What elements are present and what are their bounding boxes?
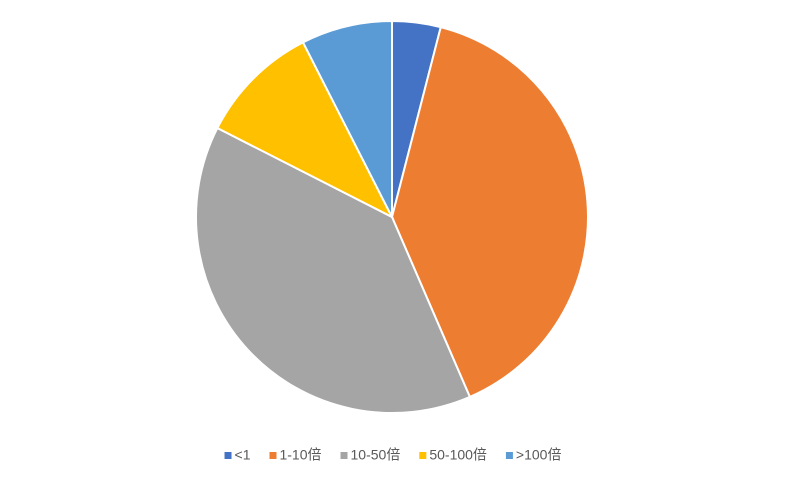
legend-label: 10-50倍: [351, 447, 401, 463]
legend-marker: [269, 452, 277, 459]
legend-marker: [505, 452, 513, 459]
legend-label: <1: [235, 447, 251, 463]
pie-slice: [390, 25, 589, 399]
pie-slice: [195, 126, 472, 414]
legend-marker: [224, 452, 232, 459]
pie-slice: [216, 41, 395, 220]
legend-label: 50-100倍: [429, 447, 487, 463]
legend-marker: [340, 452, 348, 459]
pie-slice: [301, 19, 393, 218]
legend-label: 1-10倍: [279, 447, 321, 463]
legend-marker: [419, 452, 427, 459]
legend-label: >100倍: [516, 447, 562, 463]
